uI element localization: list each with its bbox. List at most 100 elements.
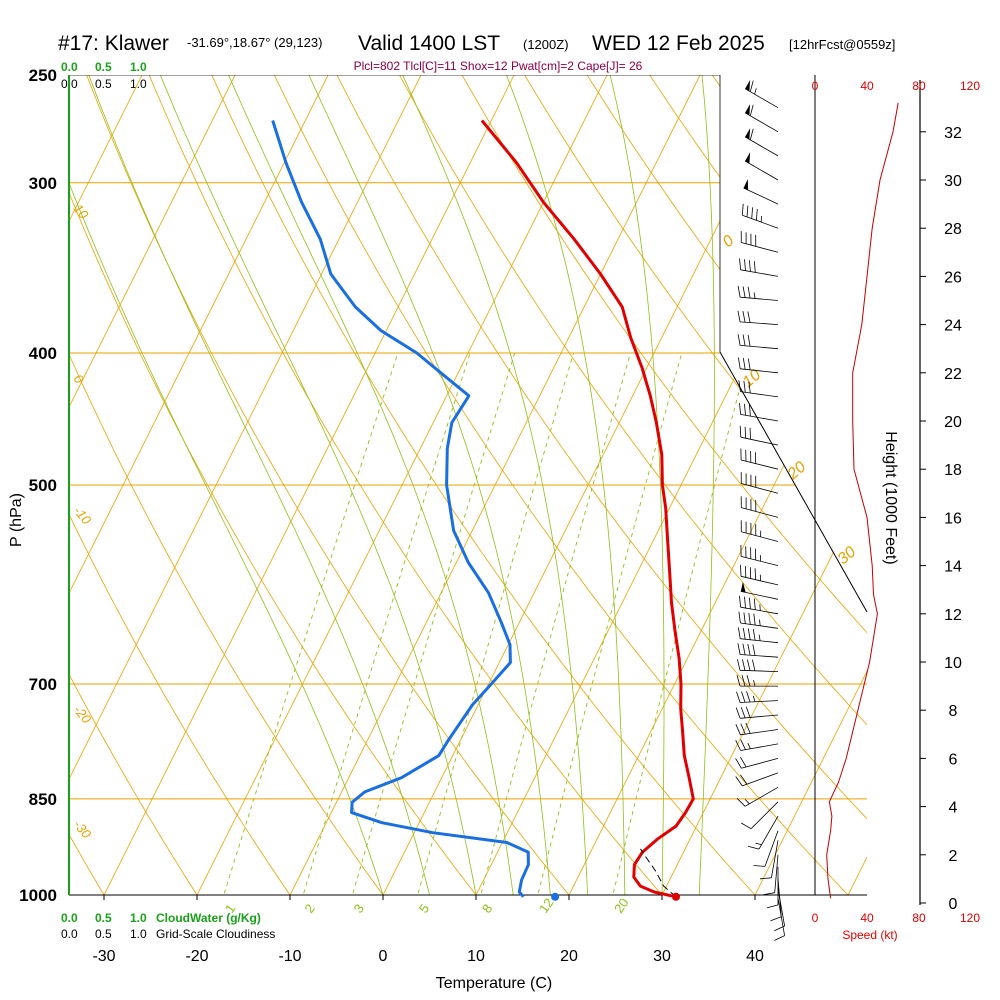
speed-bottom-40: 40: [860, 911, 874, 925]
speed-scale-top: 0 40 80 120: [812, 79, 981, 93]
legend-top-green-2: 1.0: [130, 60, 147, 74]
wind-barb: [735, 739, 779, 751]
pressure-label: 250: [29, 66, 57, 85]
isotherm-line: [754, 670, 867, 895]
wind-barb: [735, 722, 779, 736]
wind-barb: [738, 357, 779, 374]
legend-bottom-black-1: 0.5: [95, 927, 112, 941]
wind-barb: [740, 564, 779, 586]
wind-barb: [736, 691, 779, 703]
wind-barb: [740, 472, 779, 494]
isotherm-line: [69, 75, 143, 222]
tropopause-guide-line: [719, 351, 868, 613]
mixing-ratio-label: 8: [479, 901, 495, 916]
wind-barb: [740, 448, 779, 470]
moist-adiabat-line: [506, 75, 626, 895]
wind-barb: [737, 659, 779, 672]
dry-adiabat-line: [69, 673, 198, 895]
wind-barb: [759, 840, 779, 880]
wind-barb: [737, 310, 779, 325]
moist-adiabat-line: [609, 75, 665, 895]
wind-barb: [741, 203, 779, 229]
isotherm-label: -20: [71, 702, 95, 727]
dewpoint-line: [271, 120, 530, 898]
valid-time: Valid 1400 LST: [358, 32, 500, 55]
wind-barb: [740, 520, 779, 542]
wind-barb: [739, 258, 779, 277]
legend-top-black-2: 1.0: [130, 77, 147, 91]
wind-barb: [739, 402, 779, 422]
wind-barb: [747, 815, 779, 850]
temperature-label: -10: [278, 948, 301, 965]
speed-top-0: 0: [812, 79, 819, 93]
pressure-label: 500: [29, 476, 57, 495]
wind-barb: [739, 425, 779, 446]
mixing-ratio-line: [302, 352, 471, 895]
legend-bottom-green-0: 0.0: [61, 911, 78, 925]
moist-adiabat-line: [698, 75, 715, 895]
height-label: 26: [944, 269, 962, 286]
height-label: 32: [944, 125, 962, 142]
dry-adiabat-line: [461, 75, 867, 634]
y-axis-title: P (hPa): [8, 493, 25, 547]
wind-barb: [766, 866, 779, 909]
dry-adiabat-line: [86, 75, 570, 895]
wind-barb: [735, 772, 779, 787]
dry-adiabat-line: [69, 191, 477, 895]
station-title: #17: Klawer: [58, 32, 169, 55]
moist-adiabat-line: [88, 75, 430, 895]
isotherm-line: [927, 51, 1000, 924]
temperature-line: [480, 119, 695, 899]
mixing-ratio-line: [537, 352, 683, 895]
surface-temperature-dot: [672, 892, 680, 901]
temperature-label: 30: [653, 948, 671, 965]
dry-adiabat-line: [336, 75, 867, 820]
wind-barb: [744, 104, 779, 133]
stability-indices: Plcl=802 Tlcl[C]=11 Shox=12 Pwat[cm]=2 C…: [354, 59, 643, 73]
wind-barb: [744, 128, 779, 157]
height-label: 16: [944, 510, 962, 527]
isotherm-line: [196, 75, 608, 895]
legend-top-green-1: 0.5: [95, 60, 112, 74]
height-label: 20: [944, 414, 962, 431]
dry-adiabat-line: [69, 833, 105, 895]
speed-bottom-120: 120: [960, 911, 980, 925]
height-label: 10: [944, 655, 962, 672]
temperature-label: -30: [92, 948, 115, 965]
mixing-ratio-line: [223, 352, 399, 895]
moist-adiabat-line: [69, 181, 384, 895]
legend-bottom-green-1: 0.5: [95, 911, 112, 925]
wind-barb: [770, 878, 782, 922]
x-axis-title: Temperature (C): [436, 975, 552, 992]
legend-cloudwater-label: CloudWater (g/Kg): [156, 911, 261, 925]
dry-adiabat-line: [69, 353, 384, 895]
mixing-ratio-line: [612, 352, 750, 895]
legend-cloudiness-label: Grid-Scale Cloudiness: [156, 927, 275, 941]
height-label: 28: [944, 221, 962, 238]
height-label: 18: [944, 462, 962, 479]
speed-top-80: 80: [912, 79, 926, 93]
dry-adiabat-line: [399, 75, 867, 726]
height-label: 0: [949, 896, 958, 913]
mixing-ratio-label: 5: [416, 901, 432, 916]
forecast-label: [12hrFcst@0559z]: [789, 37, 895, 52]
legend-bottom-black-2: 1.0: [130, 927, 147, 941]
wind-barb: [740, 581, 779, 600]
moist-adiabat-line: [402, 75, 589, 895]
wind-barb: [735, 756, 779, 769]
temperature-axis-labels: -30 -20 -10 0 10 20 30 40: [92, 895, 764, 965]
top-cloud-legend: 0.0 0.5 1.0 0.0 0.5 1.0: [61, 60, 147, 91]
speed-bottom-80: 80: [912, 911, 926, 925]
dry-adiabat-line: [0, 51, 27, 924]
mixing-ratio-line: [417, 352, 575, 895]
temperature-label: 40: [746, 948, 764, 965]
temperature-label: 0: [379, 948, 388, 965]
utc-time: (1200Z): [523, 37, 569, 52]
moist-adiabats: [69, 75, 715, 895]
surface-dewpoint-dot: [551, 892, 560, 901]
wind-barb: [744, 152, 779, 181]
wind-barbs: [735, 80, 785, 941]
speed-scale-bottom: 0 40 80 120 Speed (kt): [812, 911, 981, 942]
isotherm-label: 0: [71, 371, 88, 387]
